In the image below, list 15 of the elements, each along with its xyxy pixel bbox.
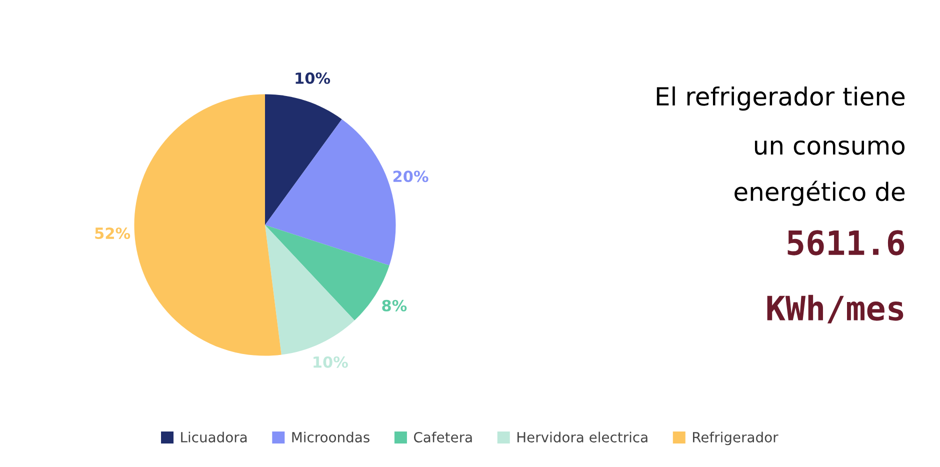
legend-label: Refrigerador	[693, 432, 778, 446]
text: El refrigerador tiene	[656, 86, 905, 111]
data-label: 10%	[296, 72, 330, 84]
text: un consumo	[754, 140, 905, 155]
legend-label: Licuadora	[181, 432, 247, 442]
data-label: 20%	[393, 170, 428, 182]
text: KWh/mes	[767, 294, 904, 324]
text: energético de	[734, 180, 905, 206]
text: 5611.6	[788, 230, 904, 256]
legend-label: Microondas	[292, 432, 370, 442]
data-label: 8%	[382, 300, 407, 312]
legend-label: Cafetera	[414, 432, 472, 442]
data-label: 52%	[95, 227, 130, 240]
data-label: 10%	[314, 356, 348, 368]
legend-label: Hervidora electrica	[517, 432, 648, 442]
